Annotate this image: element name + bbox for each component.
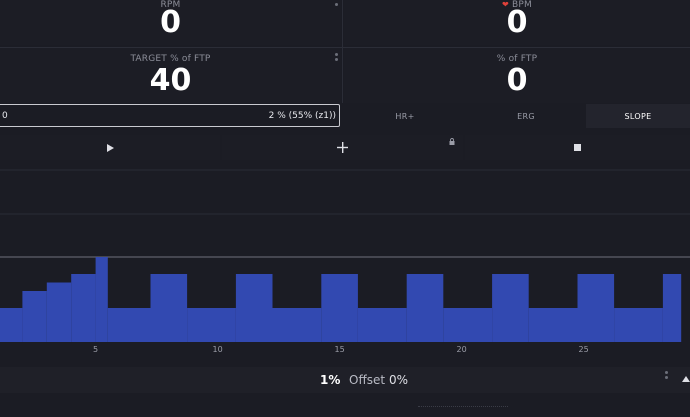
bpm-tile: ❤ BPM 0 xyxy=(344,0,690,45)
chart-bar xyxy=(614,308,663,342)
offset-value: 0% xyxy=(389,373,409,387)
x-tick-label: 10 xyxy=(213,345,223,354)
lock-icon xyxy=(449,138,455,145)
chart-bar xyxy=(95,257,108,342)
chart-bar xyxy=(0,308,23,342)
chart-bar xyxy=(107,308,151,342)
x-tick-label: 5 xyxy=(93,345,98,354)
chart-bar xyxy=(528,308,578,342)
chart-bar xyxy=(577,274,615,342)
mode-hr-plus[interactable]: HR+ xyxy=(395,111,415,121)
chart-bar xyxy=(321,274,358,342)
chart-bar xyxy=(46,282,72,342)
rpm-value: 0 xyxy=(160,5,181,40)
rpm-label: RPM xyxy=(160,0,181,10)
x-tick-label: 20 xyxy=(457,345,467,354)
chart-bar xyxy=(443,308,493,342)
rpm-menu-icon[interactable] xyxy=(335,3,338,8)
chart-bar xyxy=(272,308,322,342)
bpm-label: ❤ BPM xyxy=(502,0,532,10)
row-divider xyxy=(0,47,690,48)
stop-icon xyxy=(574,144,581,151)
target-ftp-menu-icon[interactable] xyxy=(335,53,338,63)
offset-decrease-value[interactable]: 1% xyxy=(320,373,341,387)
chart-bar xyxy=(150,274,188,342)
offset-label: Offset xyxy=(349,373,386,387)
offset-menu-icon[interactable] xyxy=(665,371,668,381)
plus-icon xyxy=(337,142,348,153)
offset-bar: 1% Offset 0% xyxy=(0,367,690,393)
workout-progress-bar: 0 2 % (55% (z1)) xyxy=(0,104,340,127)
play-icon xyxy=(107,143,114,152)
pct-ftp-value: 0 xyxy=(506,63,528,98)
chart-bar xyxy=(662,274,682,342)
target-ftp-tile: TARGET % of FTP 40 xyxy=(0,48,341,103)
chart-bar xyxy=(235,274,273,342)
stop-button[interactable] xyxy=(465,135,690,160)
chart-bar xyxy=(22,291,47,342)
x-tick-label: 25 xyxy=(579,345,589,354)
chart-bar xyxy=(187,308,236,342)
progress-left-text: 0 xyxy=(2,111,8,121)
chart-bar xyxy=(406,274,444,342)
mode-slope[interactable]: SLOPE xyxy=(586,104,690,128)
chart-bar xyxy=(357,308,407,342)
target-ftp-label: TARGET % of FTP xyxy=(130,54,211,64)
chart-bar xyxy=(492,274,529,342)
heart-icon: ❤ xyxy=(502,0,509,9)
pct-ftp-label: % of FTP xyxy=(496,54,538,64)
play-button[interactable] xyxy=(0,135,220,160)
tile-divider xyxy=(342,0,343,103)
mode-erg[interactable]: ERG xyxy=(517,111,535,121)
pct-ftp-tile: % of FTP 0 xyxy=(344,48,690,103)
footer-edge xyxy=(418,402,508,407)
add-lap-button[interactable] xyxy=(222,135,463,160)
chart-bar xyxy=(71,274,96,342)
rpm-tile: RPM 0 xyxy=(0,0,341,45)
bpm-value: 0 xyxy=(506,5,528,40)
workout-chart: 5 10 15 20 25 xyxy=(0,169,690,354)
progress-right-text: 2 % (55% (z1)) xyxy=(268,111,336,121)
target-ftp-value: 40 xyxy=(149,63,192,98)
x-tick-label: 15 xyxy=(335,345,345,354)
collapse-arrow-icon[interactable] xyxy=(682,376,690,382)
